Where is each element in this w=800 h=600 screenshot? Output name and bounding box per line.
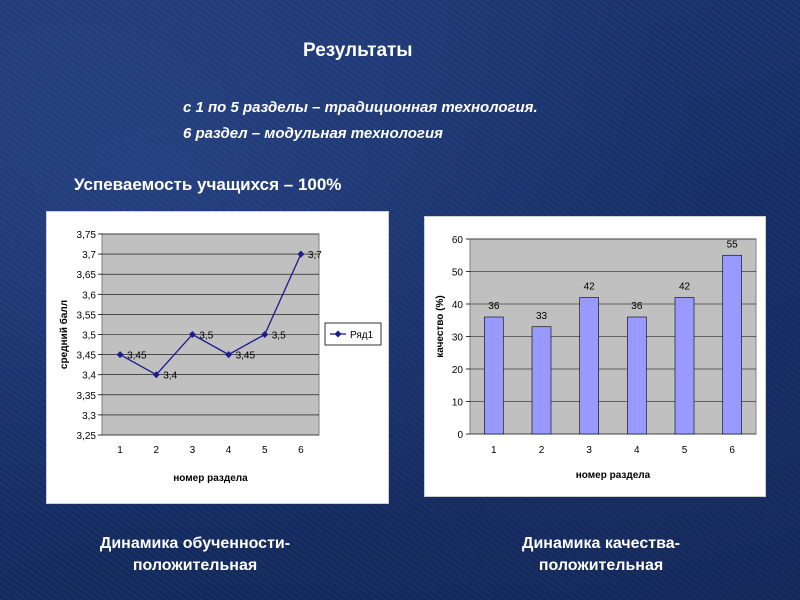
bar bbox=[531, 326, 552, 435]
bar-chart-panel: 0 10 20 30 40 50 60 36 1 33 2 42 3 36 4 42 5 55 6 номер раз… bbox=[424, 216, 766, 497]
data-point bbox=[116, 351, 124, 359]
y-tick-label: 3,4 bbox=[82, 371, 96, 382]
line-chart-panel: 3,25 3,3 3,35 3,4 3,45 3,5 3,55 3,6 3,65 3,7 3,75 1… bbox=[46, 211, 389, 504]
bar bbox=[579, 297, 599, 435]
data-label: 36 bbox=[488, 301, 500, 312]
caption-right: Динамика качества- положительная bbox=[446, 533, 756, 577]
performance-heading: Успеваемость учащихся – 100% bbox=[74, 175, 342, 194]
x-tick-label: 6 bbox=[729, 445, 735, 456]
x-tick-label: 4 bbox=[226, 445, 232, 456]
slide-title: Результаты bbox=[303, 40, 413, 61]
x-tick-label: 6 bbox=[298, 445, 304, 456]
legend-box bbox=[324, 322, 382, 346]
data-point bbox=[188, 331, 196, 338]
x-tick-label: 4 bbox=[634, 445, 640, 456]
caption-left-line-2: положительная bbox=[132, 557, 258, 574]
y-tick-label: 0 bbox=[457, 430, 463, 441]
y-tick-label: 3,25 bbox=[77, 431, 97, 442]
y-tick-label: 3,7 bbox=[82, 250, 96, 261]
y-tick-label: 3,45 bbox=[77, 351, 97, 362]
series-line bbox=[119, 253, 302, 376]
data-label: 42 bbox=[584, 282, 596, 293]
x-tick-label: 5 bbox=[262, 445, 268, 456]
y-tick-label: 50 bbox=[452, 268, 464, 279]
subtitle-line-1: с 1 по 5 разделы – традиционная технолог… bbox=[183, 99, 538, 116]
x-tick-label: 1 bbox=[117, 445, 123, 456]
x-tick-label: 2 bbox=[153, 445, 159, 456]
y-tick-label: 10 bbox=[452, 398, 464, 409]
data-label: 3,4 bbox=[163, 371, 177, 382]
y-tick-label: 30 bbox=[452, 333, 464, 344]
data-label: 3,45 bbox=[236, 351, 256, 362]
data-point bbox=[297, 250, 305, 258]
data-point bbox=[152, 371, 160, 379]
data-point bbox=[225, 351, 233, 359]
y-tick-label: 20 bbox=[452, 365, 464, 376]
x-tick-label: 3 bbox=[190, 445, 196, 456]
caption-right-line-2: положительная bbox=[538, 557, 664, 574]
legend-marker bbox=[334, 330, 342, 338]
caption-left-line-1: Динамика обученности- bbox=[99, 535, 291, 552]
y-tick-label: 60 bbox=[452, 235, 464, 246]
y-tick-label: 3,5 bbox=[82, 331, 96, 342]
y-tick-label: 3,55 bbox=[77, 310, 97, 321]
bar bbox=[674, 297, 695, 435]
data-label: 3,7 bbox=[308, 250, 322, 261]
bar bbox=[627, 316, 647, 435]
caption-left: Динамика обученности- положительная bbox=[40, 533, 350, 577]
bar bbox=[484, 316, 504, 435]
subtitle-line-2: 6 раздел – модульная технология bbox=[183, 125, 443, 142]
data-label: 55 bbox=[727, 239, 739, 250]
line-chart: 3,253,33,353,43,453,53,553,63,653,73,751… bbox=[58, 230, 382, 484]
y-axis-label: средний балл bbox=[58, 300, 70, 369]
x-tick-label: 5 bbox=[682, 445, 688, 456]
y-tick-label: 3,65 bbox=[77, 270, 97, 281]
data-point bbox=[261, 331, 269, 338]
y-tick-label: 3,3 bbox=[82, 411, 96, 422]
data-label: 33 bbox=[536, 311, 548, 322]
y-axis-label: качество (%) bbox=[435, 295, 446, 357]
y-tick-label: 3,35 bbox=[77, 391, 97, 402]
data-label: 36 bbox=[631, 301, 643, 312]
x-axis-label: номер раздела bbox=[173, 473, 248, 484]
y-tick-label: 3,75 bbox=[77, 230, 97, 241]
caption-right-line-1: Динамика качества- bbox=[522, 535, 680, 552]
data-label: 3,5 bbox=[272, 331, 286, 342]
data-label: 3,5 bbox=[199, 331, 213, 342]
legend-label: Ряд1 bbox=[350, 330, 374, 341]
y-tick-label: 40 bbox=[452, 300, 464, 311]
x-tick-label: 3 bbox=[586, 445, 592, 456]
x-tick-label: 1 bbox=[491, 445, 497, 456]
x-axis-label: номер раздела bbox=[576, 470, 651, 481]
bar bbox=[722, 254, 742, 435]
data-label: 42 bbox=[679, 282, 691, 293]
data-label: 3,45 bbox=[127, 351, 147, 362]
y-tick-label: 3,6 bbox=[82, 290, 96, 301]
x-tick-label: 2 bbox=[539, 445, 545, 456]
